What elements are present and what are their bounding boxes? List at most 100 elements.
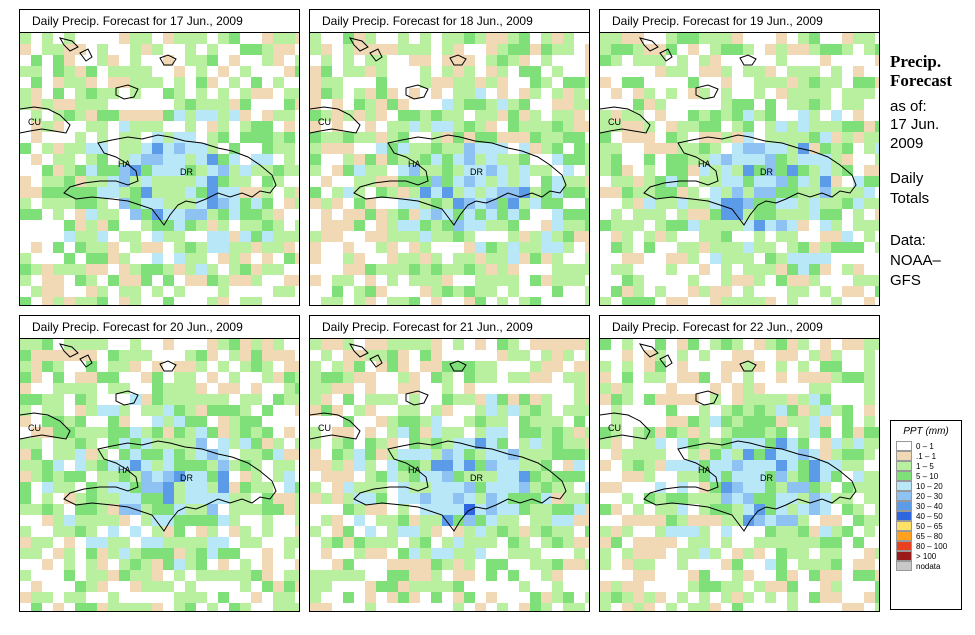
grid-cell [141, 548, 152, 559]
grid-cell [732, 548, 743, 559]
grid-cell [497, 154, 508, 165]
grid-cell [310, 154, 321, 165]
grid-cell [475, 416, 486, 427]
grid-cell [787, 493, 798, 504]
island-outline [115, 390, 139, 406]
grid-cell [251, 88, 262, 99]
grid-cell [622, 121, 633, 132]
grid-cell [398, 504, 409, 515]
grid-cell [574, 297, 585, 305]
grid-cell [853, 242, 864, 253]
grid-cell [64, 132, 75, 143]
grid-cell [611, 209, 622, 220]
grid-cell [765, 559, 776, 570]
grid-cell [798, 383, 809, 394]
grid-cell [420, 231, 431, 242]
grid-cell [644, 275, 655, 286]
grid-cell [453, 427, 464, 438]
grid-cell [721, 286, 732, 297]
grid-cell [185, 526, 196, 537]
grid-cell [64, 603, 75, 611]
grid-cell [765, 220, 776, 231]
grid-cell [611, 176, 622, 187]
grid-cell [809, 55, 820, 66]
grid-cell [53, 504, 64, 515]
grid-cell [787, 121, 798, 132]
grid-cell [688, 460, 699, 471]
grid-cell [398, 361, 409, 372]
grid-cell [343, 66, 354, 77]
grid-cell [552, 264, 563, 275]
grid-cell [644, 88, 655, 99]
grid-cell [332, 493, 343, 504]
grid-cell [585, 526, 589, 537]
grid-cell [53, 44, 64, 55]
grid-cell [541, 504, 552, 515]
grid-cell [273, 286, 284, 297]
grid-cell [644, 286, 655, 297]
grid-cell [721, 154, 732, 165]
grid-cell [677, 110, 688, 121]
grid-cell [273, 209, 284, 220]
grid-cell [699, 350, 710, 361]
grid-cell [754, 350, 765, 361]
grid-cell [754, 581, 765, 592]
grid-cell [365, 253, 376, 264]
grid-cell [721, 66, 732, 77]
grid-cell [864, 460, 875, 471]
grid-cell [196, 471, 207, 482]
grid-cell [262, 297, 273, 305]
grid-cell [552, 526, 563, 537]
grid-cell [666, 253, 677, 264]
grid-cell [787, 449, 798, 460]
grid-cell [853, 526, 864, 537]
grid-cell [875, 372, 879, 383]
grid-cell [574, 66, 585, 77]
grid-cell [563, 537, 574, 548]
grid-cell [64, 33, 75, 44]
grid-cell [229, 44, 240, 55]
grid-cell [600, 132, 611, 143]
grid-cell [622, 471, 633, 482]
grid-cell [754, 482, 765, 493]
grid-cell [563, 242, 574, 253]
grid-cell [820, 44, 831, 55]
grid-cell [431, 603, 442, 611]
grid-cell [174, 198, 185, 209]
grid-cell [332, 209, 343, 220]
grid-cell [655, 44, 666, 55]
grid-cell [798, 581, 809, 592]
grid-cell [218, 372, 229, 383]
grid-cell [354, 44, 365, 55]
grid-cell [486, 449, 497, 460]
grid-cell [310, 339, 321, 350]
grid-cell [475, 405, 486, 416]
grid-cell [552, 253, 563, 264]
grid-cell [75, 548, 86, 559]
grid-cell [655, 603, 666, 611]
grid-cell [519, 165, 530, 176]
grid-cell [585, 350, 589, 361]
grid-cell [644, 592, 655, 603]
grid-cell [530, 198, 541, 209]
grid-cell [185, 416, 196, 427]
grid-cell [754, 460, 765, 471]
grid-cell [196, 198, 207, 209]
grid-cell [442, 603, 453, 611]
grid-cell [174, 286, 185, 297]
grid-cell [611, 220, 622, 231]
grid-cell [185, 592, 196, 603]
grid-cell [699, 286, 710, 297]
grid-cell [787, 198, 798, 209]
map-panel-4: Daily Precip. Forecast for 20 Jun., 2009… [19, 315, 300, 612]
grid-cell [798, 339, 809, 350]
grid-cell [464, 515, 475, 526]
grid-cell [787, 471, 798, 482]
grid-cell [343, 570, 354, 581]
grid-cell [508, 515, 519, 526]
grid-cell [75, 339, 86, 350]
grid-cell [262, 33, 273, 44]
grid-cell [354, 559, 365, 570]
grid-cell [42, 154, 53, 165]
grid-cell [530, 570, 541, 581]
